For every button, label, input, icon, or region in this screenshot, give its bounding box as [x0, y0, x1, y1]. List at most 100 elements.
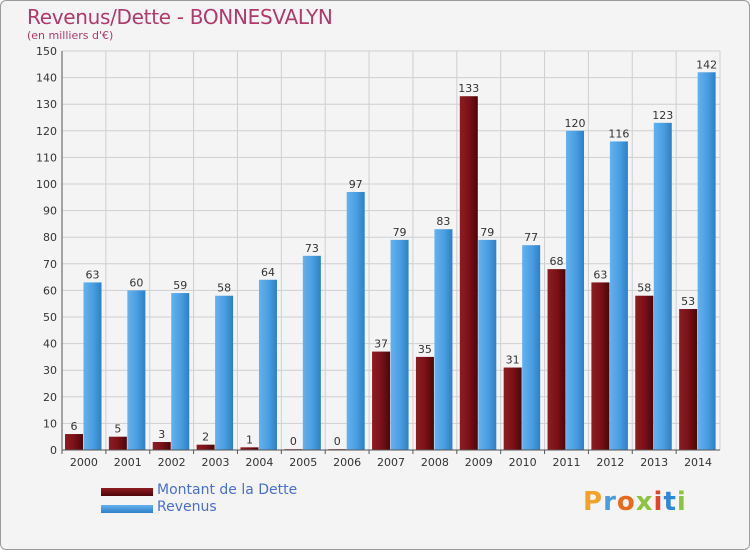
bar-revenue-2013 — [653, 122, 672, 450]
data-label-revenue-2012: 116 — [608, 127, 629, 140]
data-label-debt-2006: 0 — [334, 435, 341, 448]
bar-debt-2009 — [459, 96, 478, 450]
y-tick-label: 130 — [36, 98, 57, 111]
x-tick-label: 2009 — [465, 456, 493, 469]
logo-letter: x — [635, 487, 654, 517]
data-label-revenue-2011: 120 — [565, 117, 586, 130]
data-label-revenue-2005: 73 — [305, 242, 319, 255]
data-label-debt-2003: 2 — [202, 431, 209, 444]
bar-revenue-2000 — [83, 282, 102, 450]
proxiti-logo: Proxiti — [583, 487, 687, 517]
bar-debt-2011 — [547, 269, 566, 450]
y-tick-label: 150 — [36, 45, 57, 58]
x-tick-label: 2013 — [640, 456, 668, 469]
x-tick-label: 2006 — [333, 456, 361, 469]
bar-debt-2004 — [240, 447, 259, 450]
x-tick-label: 2002 — [158, 456, 186, 469]
data-label-revenue-2013: 123 — [652, 109, 673, 122]
data-label-debt-2009: 133 — [458, 82, 479, 95]
data-label-revenue-2009: 79 — [480, 226, 494, 239]
bar-debt-2013 — [635, 295, 654, 450]
x-tick-label: 2001 — [114, 456, 142, 469]
logo-letter: t — [663, 487, 677, 517]
data-label-debt-2004: 1 — [246, 433, 253, 446]
bar-revenue-2012 — [609, 141, 628, 450]
data-label-debt-2013: 58 — [637, 282, 651, 295]
bar-revenue-2007 — [390, 239, 409, 450]
data-label-revenue-2002: 59 — [173, 279, 187, 292]
bar-revenue-2011 — [566, 130, 585, 451]
legend-swatch-revenue — [101, 505, 153, 513]
y-tick-label: 50 — [43, 311, 57, 324]
data-label-debt-2011: 68 — [550, 255, 564, 268]
y-tick-label: 20 — [43, 391, 57, 404]
data-label-revenue-2014: 142 — [696, 58, 717, 71]
data-label-debt-2002: 3 — [158, 428, 165, 441]
bar-revenue-2002 — [171, 293, 190, 450]
data-label-debt-2007: 37 — [374, 338, 388, 351]
x-tick-label: 2007 — [377, 456, 405, 469]
bar-revenue-2014 — [697, 72, 716, 450]
logo-letter: o — [616, 487, 636, 517]
y-tick-label: 70 — [43, 258, 57, 271]
x-tick-label: 2012 — [596, 456, 624, 469]
logo-letter: i — [676, 487, 687, 517]
data-label-debt-2012: 63 — [593, 268, 607, 281]
bar-revenue-2010 — [522, 245, 541, 450]
data-label-revenue-2006: 97 — [349, 178, 363, 191]
bar-debt-2000 — [65, 434, 83, 450]
x-tick-label: 2011 — [552, 456, 580, 469]
bar-debt-2010 — [503, 367, 522, 450]
bar-debt-2008 — [415, 356, 434, 450]
bar-revenue-2006 — [346, 191, 365, 451]
data-label-revenue-2010: 77 — [524, 231, 538, 244]
x-tick-label: 2010 — [509, 456, 537, 469]
x-tick-label: 2014 — [684, 456, 712, 469]
bar-revenue-2008 — [434, 229, 453, 450]
y-tick-label: 90 — [43, 205, 57, 218]
bar-revenue-2005 — [302, 255, 321, 450]
y-tick-label: 0 — [50, 444, 57, 457]
y-tick-label: 140 — [36, 72, 57, 85]
data-label-debt-2001: 5 — [114, 423, 121, 436]
bar-debt-2003 — [196, 444, 215, 450]
bar-debt-2002 — [152, 442, 171, 450]
x-tick-label: 2004 — [245, 456, 273, 469]
y-tick-label: 100 — [36, 178, 57, 191]
bar-debt-2014 — [679, 309, 698, 450]
bar-revenue-2001 — [127, 290, 146, 450]
data-label-revenue-2000: 63 — [86, 268, 100, 281]
legend-label-debt: Montant de la Dette — [157, 482, 298, 498]
logo-letter: r — [603, 487, 617, 517]
chart-subtitle: (en milliers d'€) — [27, 29, 114, 42]
data-label-debt-2005: 0 — [290, 435, 297, 448]
y-tick-label: 10 — [43, 417, 57, 430]
logo-letter: P — [583, 487, 604, 517]
legend-swatch-debt — [101, 488, 153, 496]
y-tick-label: 120 — [36, 125, 57, 138]
x-tick-label: 2000 — [70, 456, 98, 469]
legend-label-revenue: Revenus — [157, 499, 217, 515]
bar-revenue-2003 — [215, 295, 234, 450]
data-labels: 6 63 5 60 3 59 2 58 1 64 0 73 0 97 37 79 35 83 133 79 31 77 68… — [71, 58, 718, 448]
bar-revenue-2004 — [258, 279, 277, 450]
data-label-revenue-2003: 58 — [217, 282, 231, 295]
y-tick-label: 30 — [43, 364, 57, 377]
data-label-debt-2014: 53 — [681, 295, 695, 308]
x-tick-label: 2005 — [289, 456, 317, 469]
bar-revenue-2009 — [478, 239, 497, 450]
chart-title: Revenus/Dette - BONNESVALYN — [27, 5, 333, 29]
x-tick-label: 2003 — [202, 456, 230, 469]
bars — [65, 72, 716, 451]
data-label-debt-2010: 31 — [506, 354, 520, 367]
y-tick-label: 40 — [43, 338, 57, 351]
bar-debt-2001 — [108, 436, 127, 450]
bar-debt-2012 — [591, 282, 610, 450]
data-label-revenue-2007: 79 — [393, 226, 407, 239]
data-label-debt-2008: 35 — [418, 343, 432, 356]
y-tick-label: 80 — [43, 231, 57, 244]
data-label-revenue-2004: 64 — [261, 266, 275, 279]
bar-debt-2007 — [372, 351, 391, 450]
